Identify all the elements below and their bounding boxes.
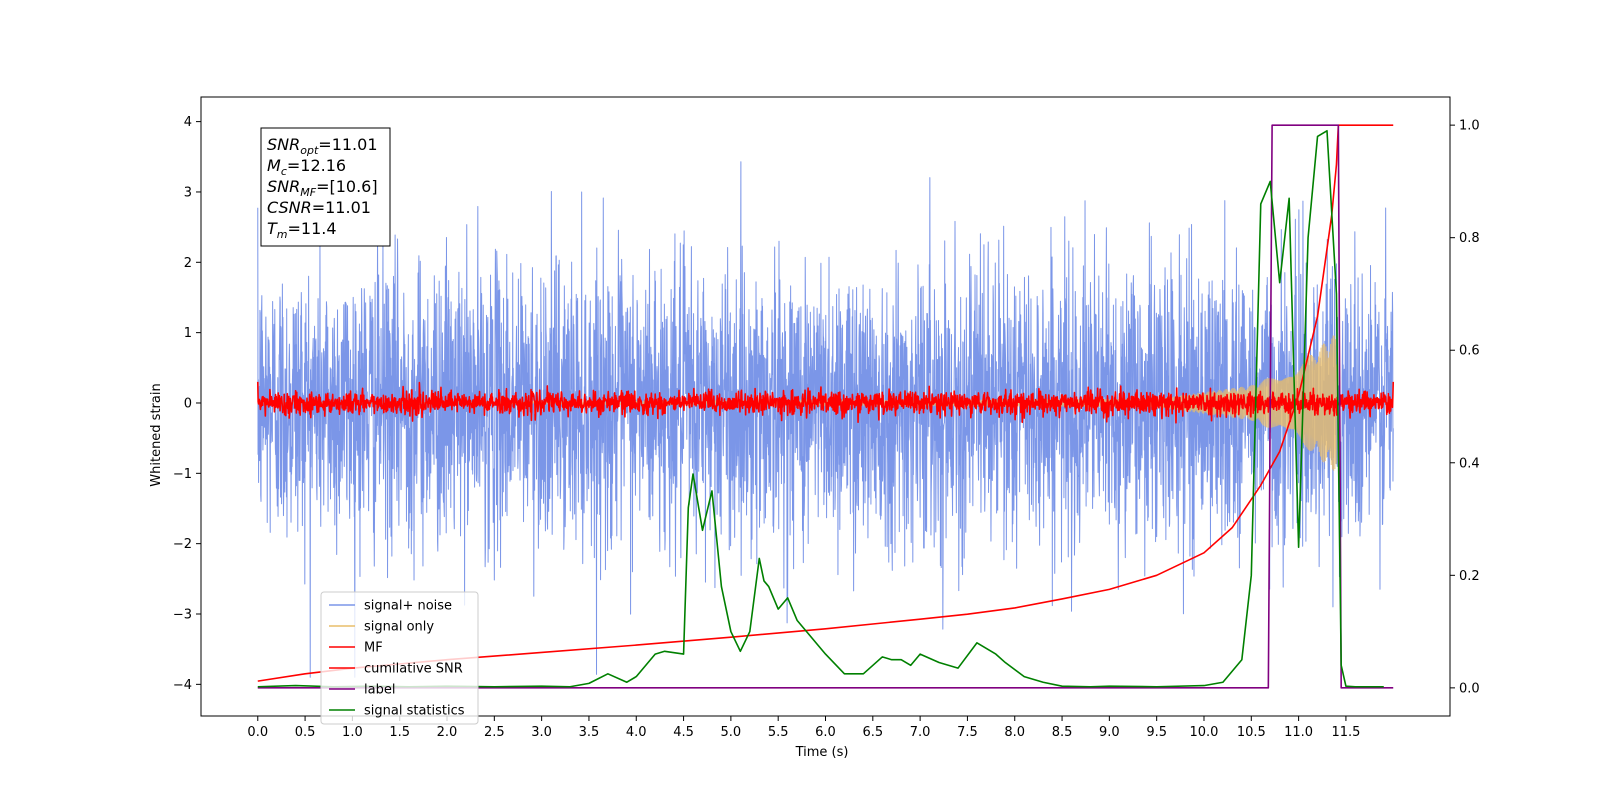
y-tick-label: 3 bbox=[184, 185, 192, 200]
y2-tick-label: 0.0 bbox=[1459, 681, 1480, 696]
x-tick-label: 8.0 bbox=[1004, 725, 1025, 740]
x-tick-label: 1.5 bbox=[389, 725, 410, 740]
y2-tick-label: 1.0 bbox=[1459, 119, 1480, 134]
legend-label: signal statistics bbox=[364, 704, 465, 719]
annotation-line: CSNR=11.01 bbox=[267, 198, 371, 217]
y-axis-left: −4 −3 −2 −1 0 1 2 3 4 bbox=[173, 115, 201, 693]
y2-tick-label: 0.8 bbox=[1459, 231, 1480, 246]
legend-frame bbox=[320, 591, 479, 725]
x-tick-label: 4.0 bbox=[626, 725, 647, 740]
x-tick-label: 0.5 bbox=[295, 725, 316, 740]
series-label bbox=[257, 124, 1394, 689]
x-tick-label: 0.0 bbox=[247, 725, 268, 740]
x-tick-label: 2.5 bbox=[484, 725, 505, 740]
x-axis-label: Time (s) bbox=[795, 745, 849, 760]
x-tick-label: 8.5 bbox=[1052, 725, 1073, 740]
annotation-line: Tm=11.4 bbox=[267, 219, 337, 241]
y-tick-label: 4 bbox=[184, 115, 192, 130]
x-tick-label: 9.5 bbox=[1146, 725, 1167, 740]
y2-tick-label: 0.6 bbox=[1459, 344, 1480, 359]
y-tick-label: 1 bbox=[184, 326, 192, 341]
annotation-line: SNRopt=11.01 bbox=[267, 135, 378, 157]
x-tick-label: 9.0 bbox=[1099, 725, 1120, 740]
x-tick-label: 5.5 bbox=[768, 725, 789, 740]
y2-tick-label: 0.4 bbox=[1459, 456, 1480, 471]
x-tick-label: 10.5 bbox=[1237, 725, 1266, 740]
y-axis-label: Whitened strain bbox=[149, 383, 164, 486]
x-tick-label: 2.0 bbox=[437, 725, 458, 740]
x-tick-label: 7.5 bbox=[957, 725, 978, 740]
legend-label: signal only bbox=[364, 620, 434, 635]
x-tick-label: 6.0 bbox=[815, 725, 836, 740]
x-tick-label: 11.5 bbox=[1331, 725, 1360, 740]
x-tick-label: 10.0 bbox=[1190, 725, 1219, 740]
legend: signal+ noise signal only MF cumilative SNR… bbox=[320, 591, 479, 725]
series-mf bbox=[256, 381, 1395, 424]
legend-label: signal+ noise bbox=[364, 599, 452, 614]
annotation-line: SNRMF=[10.6] bbox=[267, 177, 378, 199]
y-tick-label: −3 bbox=[173, 608, 192, 623]
series-layer bbox=[256, 124, 1395, 689]
annotation-frame bbox=[260, 127, 391, 247]
annotation-box: SNRopt=11.01Mc=12.16SNRMF=[10.6]CSNR=11.… bbox=[260, 127, 391, 247]
y-tick-label: −1 bbox=[173, 467, 192, 482]
legend-label: cumilative SNR bbox=[364, 662, 463, 677]
annotation-line: Mc=12.16 bbox=[267, 156, 346, 178]
x-tick-label: 11.0 bbox=[1284, 725, 1313, 740]
y-tick-label: −2 bbox=[173, 537, 192, 552]
y2-tick-label: 0.2 bbox=[1459, 569, 1480, 584]
legend-label: MF bbox=[364, 641, 383, 656]
y-axis-right: 0.0 0.2 0.4 0.6 0.8 1.0 bbox=[1450, 119, 1480, 696]
legend-label: label bbox=[364, 683, 395, 698]
x-tick-label: 3.0 bbox=[531, 725, 552, 740]
x-tick-label: 6.5 bbox=[862, 725, 883, 740]
x-tick-label: 4.5 bbox=[673, 725, 694, 740]
series-signal-statistics bbox=[257, 129, 1384, 688]
y-tick-label: 0 bbox=[184, 396, 192, 411]
series-cumilative-snr bbox=[257, 124, 1394, 682]
x-tick-label: 3.5 bbox=[579, 725, 600, 740]
y-tick-label: 2 bbox=[184, 256, 192, 271]
y-tick-label: −4 bbox=[173, 678, 192, 693]
x-tick-label: 5.0 bbox=[721, 725, 742, 740]
x-tick-label: 1.0 bbox=[342, 725, 363, 740]
x-tick-label: 7.0 bbox=[910, 725, 931, 740]
x-axis: 0.0 0.5 1.0 1.5 2.0 2.5 3.0 3.5 4.0 4.5 5.0 5.5 6.0 6… bbox=[247, 716, 1360, 740]
